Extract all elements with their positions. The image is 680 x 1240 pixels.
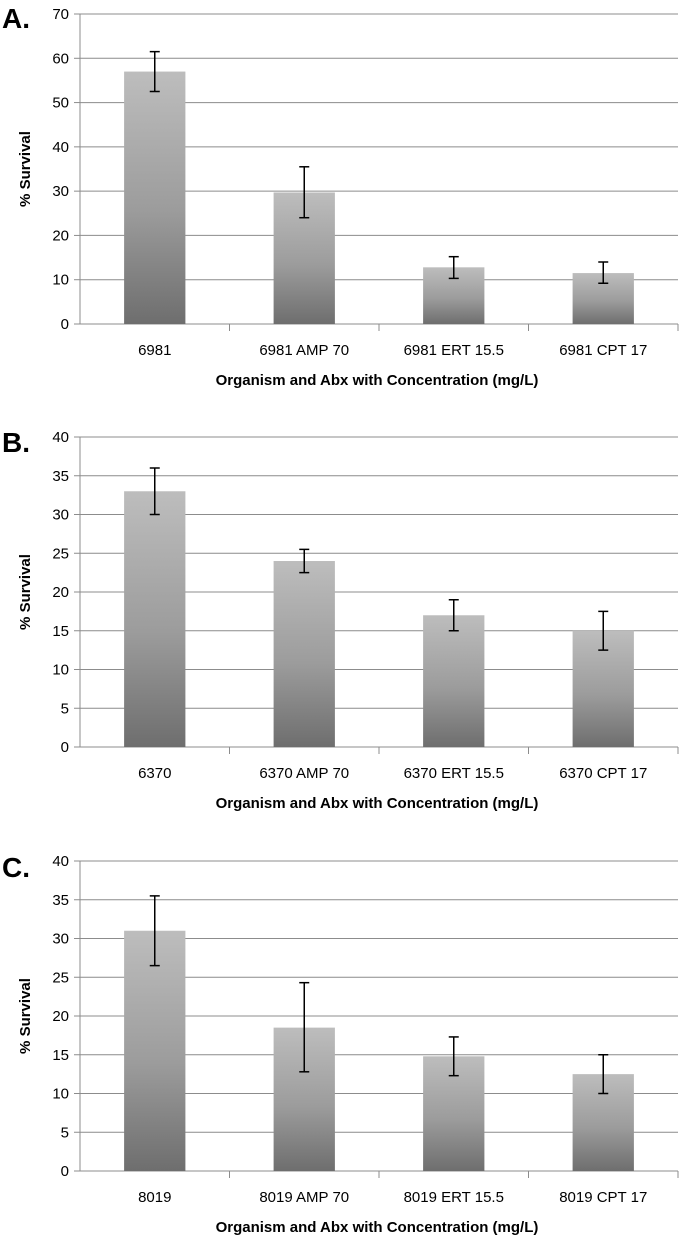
- chart-panel-2: B. 0 5 10 15 20 25 30 35 40 6370 6370 AMP 70 6370 ER…: [2, 427, 679, 812]
- y-tick-label: 15: [52, 623, 69, 640]
- panel-letter: A.: [2, 3, 30, 34]
- y-tick-label: 20: [52, 227, 69, 244]
- bar-1: [124, 930, 186, 1171]
- y-tick-label: 0: [61, 739, 69, 756]
- y-tick-label: 35: [52, 892, 69, 909]
- y-tick-label: 50: [52, 95, 69, 112]
- x-category-label: 6370 CPT 17: [559, 765, 647, 782]
- bar-1: [124, 71, 186, 324]
- x-category-label: 8019 ERT 15.5: [404, 1189, 504, 1206]
- y-tick-label: 10: [52, 272, 69, 289]
- x-category-label: 6981 ERT 15.5: [404, 342, 504, 359]
- y-tick-label: 40: [52, 429, 69, 446]
- y-tick-label: 35: [52, 468, 69, 485]
- x-category-label: 8019: [138, 1189, 171, 1206]
- y-tick-label: 0: [61, 1163, 69, 1180]
- x-category-label: 6981 AMP 70: [259, 342, 349, 359]
- panel-letter: C.: [2, 852, 30, 883]
- y-tick-label: 25: [52, 969, 69, 986]
- y-tick-label: 30: [52, 507, 69, 524]
- x-axis-title: Organism and Abx with Concentration (mg/…: [216, 1219, 539, 1236]
- y-axis-title: % Survival: [17, 131, 34, 207]
- y-tick-label: 20: [52, 584, 69, 601]
- x-category-label: 8019 CPT 17: [559, 1189, 647, 1206]
- bar-3: [423, 615, 485, 747]
- y-tick-label: 60: [52, 50, 69, 67]
- x-category-label: 6370 AMP 70: [259, 765, 349, 782]
- y-tick-label: 10: [52, 1086, 69, 1103]
- x-category-label: 6370: [138, 765, 171, 782]
- y-tick-label: 5: [61, 700, 69, 717]
- y-tick-label: 30: [52, 183, 69, 200]
- y-tick-label: 20: [52, 1008, 69, 1025]
- y-tick-label: 15: [52, 1047, 69, 1064]
- x-axis-title: Organism and Abx with Concentration (mg/…: [216, 372, 539, 389]
- y-tick-label: 40: [52, 853, 69, 870]
- x-axis-title: Organism and Abx with Concentration (mg/…: [216, 795, 539, 812]
- bar-2: [273, 561, 335, 747]
- y-tick-label: 25: [52, 545, 69, 562]
- chart-panel-1: A. 0 10 20 30 40 50 60 70 6981 6981 AMP 70 6981 ERT…: [2, 3, 679, 389]
- y-tick-label: 5: [61, 1124, 69, 1141]
- y-axis-title: % Survival: [17, 554, 34, 630]
- y-tick-label: 40: [52, 139, 69, 156]
- y-tick-label: 30: [52, 931, 69, 948]
- panel-letter: B.: [2, 427, 30, 458]
- x-category-label: 8019 AMP 70: [259, 1189, 349, 1206]
- y-tick-label: 10: [52, 662, 69, 679]
- y-axis-title: % Survival: [17, 978, 34, 1054]
- chart-panel-3: C. 0 5 10 15 20 25 30 35 40 8019 8019 AMP 70 8019 ER…: [2, 852, 679, 1236]
- y-tick-label: 70: [52, 6, 69, 23]
- y-tick-label: 0: [61, 316, 69, 333]
- x-category-label: 6370 ERT 15.5: [404, 765, 504, 782]
- x-category-label: 6981 CPT 17: [559, 342, 647, 359]
- bar-1: [124, 491, 186, 747]
- x-category-label: 6981: [138, 342, 171, 359]
